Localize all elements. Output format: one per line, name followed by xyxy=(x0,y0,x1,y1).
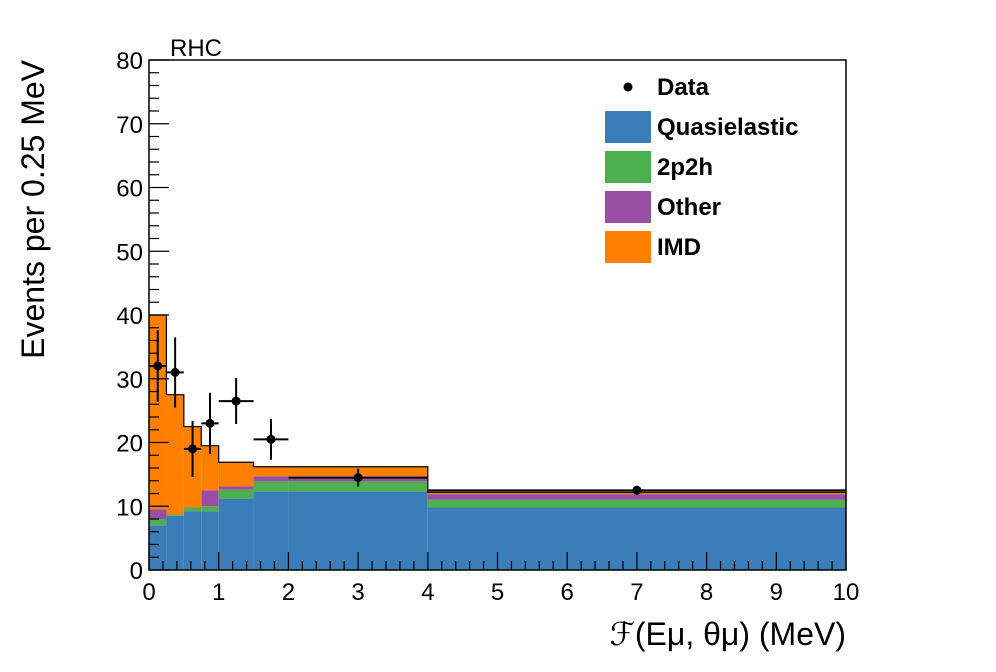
legend-swatch xyxy=(605,111,651,143)
stacked-histogram xyxy=(149,315,846,570)
data-point-6 xyxy=(288,468,428,487)
bar-2p2h-6 xyxy=(288,481,428,492)
x-axis: 0 1 2 3 4 5 6 7 8 9 10 xyxy=(142,552,859,606)
x-tick-label: 10 xyxy=(833,579,860,606)
bar-other-0 xyxy=(149,509,167,519)
bar-quasielastic-3 xyxy=(201,511,219,570)
bar-2p2h-4 xyxy=(218,489,254,499)
bar-quasielastic-5 xyxy=(253,491,289,570)
total-envelope-line xyxy=(149,314,846,493)
bar-2p2h-1 xyxy=(166,514,184,516)
y-tick-label: 10 xyxy=(116,494,143,521)
bar-2p2h-3 xyxy=(201,506,219,512)
data-point-4 xyxy=(218,378,254,425)
legend-label: Other xyxy=(657,194,721,221)
legend-label: Quasielastic xyxy=(657,114,798,141)
legend-label: 2p2h xyxy=(657,154,713,181)
data-marker xyxy=(231,396,241,406)
bar-2p2h-0 xyxy=(149,519,167,526)
x-axis-title: ℱ(Eμ, θμ) (MeV) xyxy=(610,616,846,652)
bar-other-3 xyxy=(201,490,219,507)
x-tick-label: 7 xyxy=(630,579,643,606)
data-marker xyxy=(266,434,276,444)
data-points xyxy=(149,330,846,495)
data-marker xyxy=(188,444,198,454)
legend-label: IMD xyxy=(657,234,701,261)
x-tick-label: 2 xyxy=(282,579,295,606)
x-tick-label: 5 xyxy=(491,579,504,606)
legend-marker xyxy=(623,82,633,92)
legend-entry-2p2h: 2p2h xyxy=(605,151,713,183)
legend-entry-quasielastic: Quasielastic xyxy=(605,111,798,143)
bar-imd-0 xyxy=(149,315,167,510)
legend: Data Quasielastic 2p2h Other IMD xyxy=(605,74,798,263)
y-tick-label: 60 xyxy=(116,176,143,203)
bar-imd-4 xyxy=(218,462,254,487)
bar-imd-1 xyxy=(166,394,184,515)
bar-other-7 xyxy=(427,494,846,500)
data-marker xyxy=(170,367,180,377)
x-tick-label: 6 xyxy=(561,579,574,606)
bar-quasielastic-0 xyxy=(149,525,167,570)
x-tick-label: 1 xyxy=(212,579,225,606)
data-marker xyxy=(632,485,642,495)
x-tick-label: 3 xyxy=(351,579,364,606)
y-tick-label: 40 xyxy=(116,303,143,330)
data-marker xyxy=(205,418,215,428)
y-tick-label: 80 xyxy=(116,48,143,75)
legend-entry-other: Other xyxy=(605,191,721,223)
x-tick-label: 9 xyxy=(770,579,783,606)
data-point-1 xyxy=(166,337,184,408)
bar-2p2h-2 xyxy=(183,507,202,512)
bar-2p2h-5 xyxy=(253,481,289,492)
y-axis: 0 10 20 30 40 50 60 70 80 xyxy=(116,48,169,585)
data-marker xyxy=(353,473,363,483)
legend-label: Data xyxy=(657,74,710,101)
data-point-5 xyxy=(253,418,289,460)
y-tick-label: 20 xyxy=(116,431,143,458)
legend-entry-imd: IMD xyxy=(605,231,701,263)
bar-other-5 xyxy=(253,476,289,482)
legend-swatch xyxy=(605,151,651,183)
legend-swatch xyxy=(605,191,651,223)
y-tick-label: 70 xyxy=(116,112,143,139)
x-tick-label: 8 xyxy=(700,579,713,606)
data-point-3 xyxy=(201,392,219,454)
y-tick-label: 30 xyxy=(116,367,143,394)
bar-quasielastic-4 xyxy=(218,498,254,570)
y-tick-label: 50 xyxy=(116,239,143,266)
data-point-7 xyxy=(427,485,846,495)
bar-quasielastic-1 xyxy=(166,515,184,570)
bar-other-4 xyxy=(218,486,254,490)
legend-entry-data: Data xyxy=(623,74,710,101)
legend-swatch xyxy=(605,231,651,263)
x-tick-label: 0 xyxy=(142,579,155,606)
region-annotation: RHC xyxy=(170,35,222,62)
y-tick-label: 0 xyxy=(130,558,143,585)
bar-imd-3 xyxy=(201,445,219,491)
x-tick-label: 4 xyxy=(421,579,434,606)
bar-quasielastic-2 xyxy=(183,511,202,570)
bar-2p2h-7 xyxy=(427,499,846,508)
y-axis-title: Events per 0.25 MeV xyxy=(15,59,51,358)
data-point-2 xyxy=(183,420,202,477)
bar-imd-5 xyxy=(253,466,289,477)
stack-envelope xyxy=(149,314,846,493)
